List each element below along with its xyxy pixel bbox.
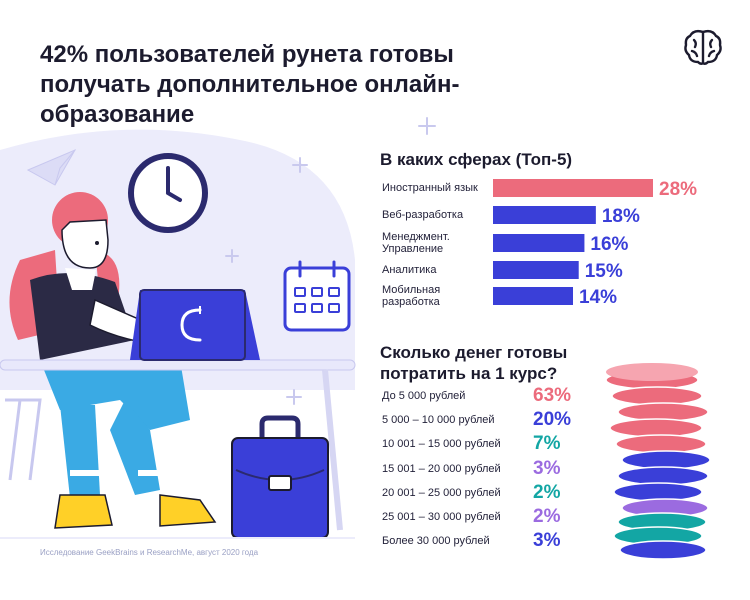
clock-icon: [128, 153, 208, 233]
paper-plane-icon: [26, 148, 77, 186]
bar-value-2: 16%: [590, 234, 628, 255]
bar-value-1: 18%: [602, 206, 640, 227]
coin: [619, 540, 707, 560]
bar-category-label: Веб-разработка: [382, 209, 464, 221]
budget-value: 3%: [533, 530, 561, 552]
budget-category-label: Более 30 000 рублей: [382, 535, 490, 548]
calendar-icon: [283, 260, 351, 332]
budget-category-label: 15 001 – 20 000 рублей: [382, 462, 501, 475]
bar-category-label: Аналитика: [382, 264, 437, 276]
budget-value: 2%: [533, 506, 561, 527]
chart-title-areas: В каких сферах (Топ-5): [380, 150, 573, 169]
coin-stack-icon: [605, 363, 711, 560]
bar-3: [493, 261, 579, 279]
budget-value: 7%: [533, 433, 561, 455]
budget-category-label: 5 000 – 10 000 рублей: [382, 414, 495, 427]
briefcase-icon: [231, 415, 329, 539]
budget-category-label: 25 001 – 30 000 рублей: [382, 511, 501, 523]
person-illustration: [9, 192, 217, 529]
budget-value: 63%: [533, 385, 572, 406]
bar-value-3: 15%: [585, 261, 623, 282]
budget-category-label: 10 001 – 15 000 рублей: [382, 438, 501, 451]
brain-icon: [684, 29, 722, 65]
coin-top: [606, 363, 698, 381]
chart-title-budget: Сколько денег готовы потратить на 1 курс…: [380, 343, 568, 383]
bar-category-label: Иностранный язык: [382, 182, 478, 194]
bar-value-4: 14%: [579, 287, 617, 308]
page-title: 42% пользователей рунета готовы получать…: [40, 41, 460, 128]
bar-4: [493, 287, 573, 305]
laptop-icon: [130, 289, 260, 361]
bar-category-label: Мобильная разработка: [382, 284, 441, 308]
bar-category-label: Менеджмент. Управление: [382, 231, 450, 255]
bar-value-0: 28%: [659, 179, 697, 200]
budget-category-label: 20 001 – 25 000 рублей: [382, 486, 501, 499]
chair-illustration: [5, 398, 42, 481]
source-note: Исследование GeekBrains и ResearchMe, ав…: [40, 548, 259, 557]
bar-1: [493, 206, 596, 224]
bar-2: [493, 234, 585, 252]
budget-category-label: До 5 000 рублей: [382, 390, 466, 402]
budget-value: 2%: [533, 481, 561, 503]
bar-0: [493, 179, 653, 197]
sparkle-icon: [225, 117, 436, 405]
budget-value: 3%: [533, 457, 561, 479]
budget-value: 20%: [533, 409, 572, 431]
